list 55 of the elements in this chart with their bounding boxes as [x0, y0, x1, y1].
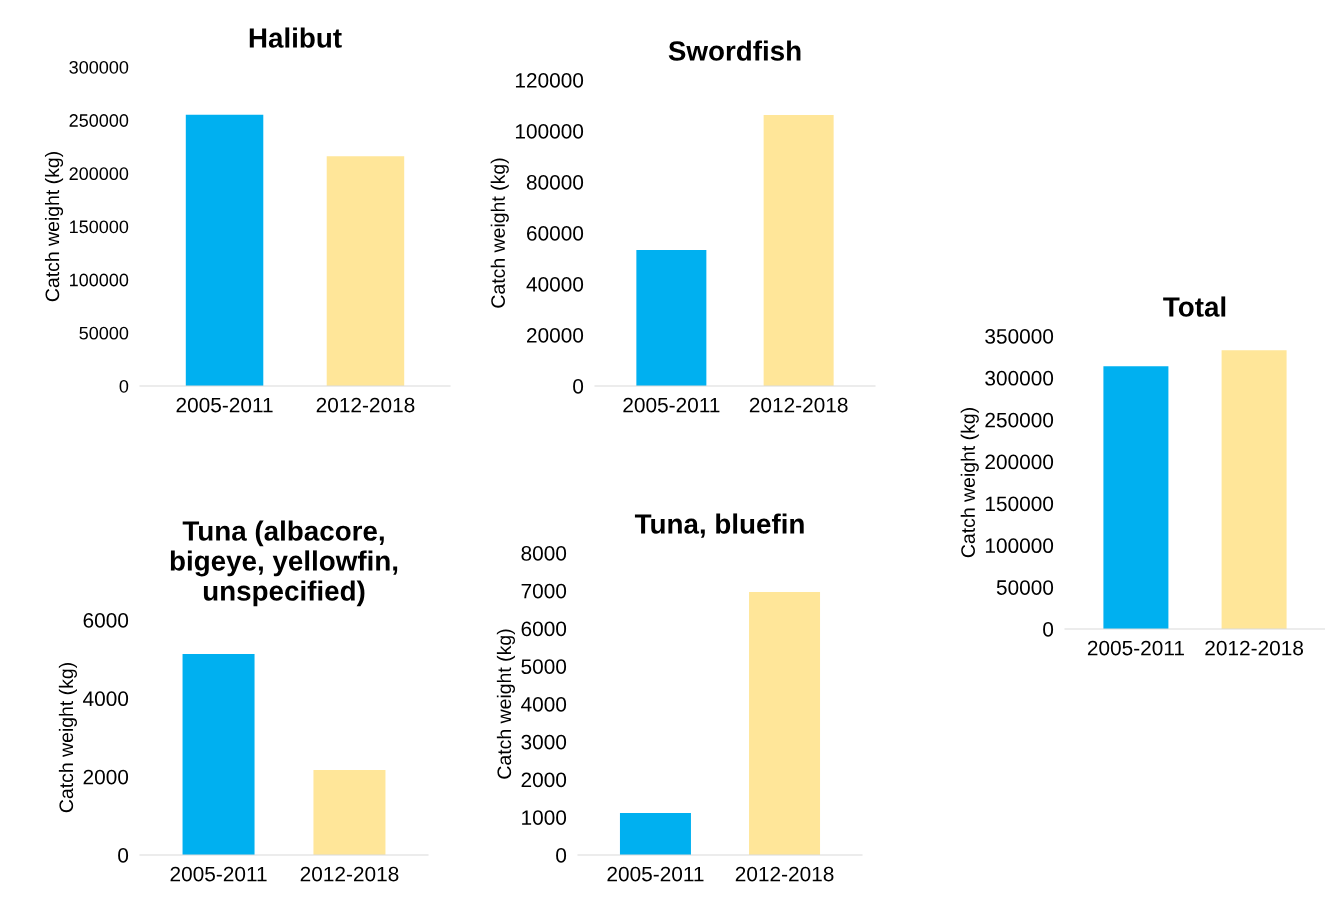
- x-tick-label: 2005-2011: [170, 866, 267, 882]
- y-axis-title: Catch weight (kg): [44, 152, 64, 302]
- y-tick-label: 150000: [985, 496, 1054, 512]
- y-axis-title: Catch weight (kg): [496, 629, 515, 779]
- y-tick-label: 200000: [985, 454, 1054, 470]
- y-tick-label: 5000: [521, 659, 567, 674]
- y-tick-label: 8000: [521, 546, 567, 561]
- y-tick-label: 4000: [521, 697, 567, 712]
- y-tick-label: 150000: [70, 220, 129, 234]
- y-tick-label: 100000: [985, 538, 1054, 554]
- y-tick-label: 4000: [83, 691, 129, 707]
- x-tick-label: 2005-2011: [1087, 640, 1184, 656]
- chart-title: Total: [1163, 296, 1226, 317]
- chart-title: Swordfish: [668, 40, 801, 61]
- y-tick-label: 40000: [526, 277, 584, 292]
- x-tick-label: 2012-2018: [316, 397, 415, 413]
- y-tick-label: 120000: [515, 73, 584, 88]
- y-tick-label: 1000: [522, 810, 567, 825]
- y-tick-label: 250000: [69, 114, 129, 127]
- y-tick-label: 0: [556, 848, 567, 863]
- y-tick-label: 0: [573, 379, 584, 394]
- y-tick-label: 3000: [521, 734, 567, 750]
- y-tick-label: 300000: [985, 370, 1054, 386]
- y-tick-label: 200000: [69, 167, 129, 181]
- x-tick-label: 2005-2011: [607, 866, 704, 882]
- y-tick-label: 0: [1043, 622, 1054, 637]
- x-tick-label: 2012-2018: [749, 397, 848, 413]
- y-tick-label: 0: [119, 379, 129, 393]
- y-axis-title: Catch weight (kg): [58, 663, 77, 813]
- x-tick-label: 2005-2011: [176, 397, 273, 413]
- y-tick-label: 50000: [996, 580, 1054, 595]
- y-tick-label: 0: [118, 848, 129, 863]
- y-axis-title: Catch weight (kg): [490, 158, 509, 308]
- chart-title: Halibut: [249, 27, 342, 48]
- x-tick-label: 2005-2011: [623, 397, 720, 413]
- chart-title: Tuna, bluefin: [634, 513, 804, 538]
- y-tick-label: 2000: [521, 772, 567, 788]
- y-tick-label: 250000: [985, 412, 1054, 428]
- y-tick-label: 350000: [985, 329, 1054, 344]
- y-tick-label: 80000: [526, 175, 584, 190]
- y-tick-label: 6000: [521, 621, 567, 637]
- y-tick-label: 50000: [79, 326, 129, 340]
- y-tick-label: 100000: [70, 273, 129, 287]
- x-tick-label: 2012-2018: [300, 866, 399, 882]
- y-tick-label: 300000: [69, 60, 129, 74]
- x-tick-label: 2012-2018: [735, 866, 834, 882]
- y-tick-label: 100000: [515, 124, 584, 139]
- x-tick-label: 2012-2018: [1205, 640, 1303, 656]
- y-tick-label: 2000: [83, 769, 129, 785]
- y-tick-label: 6000: [83, 613, 129, 628]
- y-tick-label: 60000: [527, 226, 584, 241]
- y-tick-label: 20000: [527, 328, 584, 343]
- y-tick-label: 7000: [521, 583, 567, 599]
- y-axis-title: Catch weight (kg): [960, 408, 979, 558]
- chart-title: Tuna (albacore, bigeye, yellowfin, unspecified): [170, 520, 398, 607]
